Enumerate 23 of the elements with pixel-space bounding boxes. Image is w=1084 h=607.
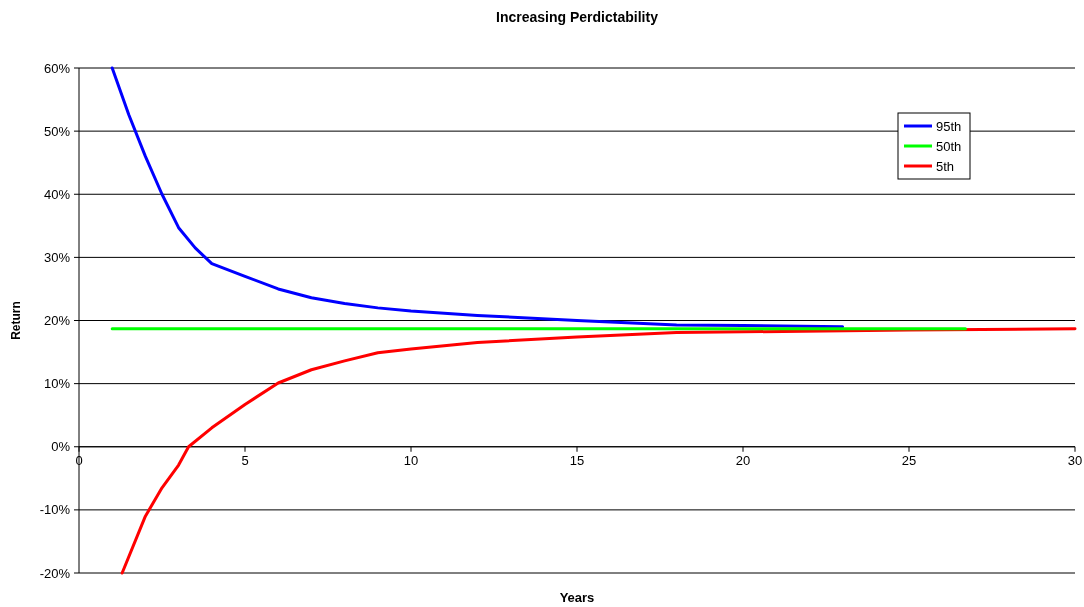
x-axis-title: Years	[559, 590, 595, 605]
x-tick-label: 25	[901, 452, 917, 468]
x-tick-label: 10	[403, 452, 419, 468]
x-tick-label: 20	[735, 452, 751, 468]
y-tick-label: 50%	[43, 123, 71, 139]
x-tick-label: 15	[569, 452, 585, 468]
x-tick-label: 5	[241, 452, 249, 468]
legend-label: 5th	[936, 158, 955, 174]
legend-label: 95th	[936, 118, 962, 134]
y-tick-label: -20%	[39, 565, 71, 581]
y-tick-label: 40%	[43, 186, 71, 202]
x-tick-label: 30	[1067, 452, 1083, 468]
legend-label: 50th	[936, 138, 962, 154]
y-tick-label: 0%	[51, 439, 71, 455]
y-tick-label: -10%	[39, 502, 71, 518]
y-tick-label: 60%	[43, 60, 71, 76]
line-series	[110, 66, 845, 329]
chart-title: Increasing Perdictability	[496, 9, 659, 25]
y-tick-label: 20%	[43, 313, 71, 329]
y-tick-label: 30%	[43, 249, 71, 265]
y-axis-title: Return	[9, 301, 23, 340]
x-tick-label: 0	[75, 452, 83, 468]
y-tick-label: 10%	[43, 376, 71, 392]
